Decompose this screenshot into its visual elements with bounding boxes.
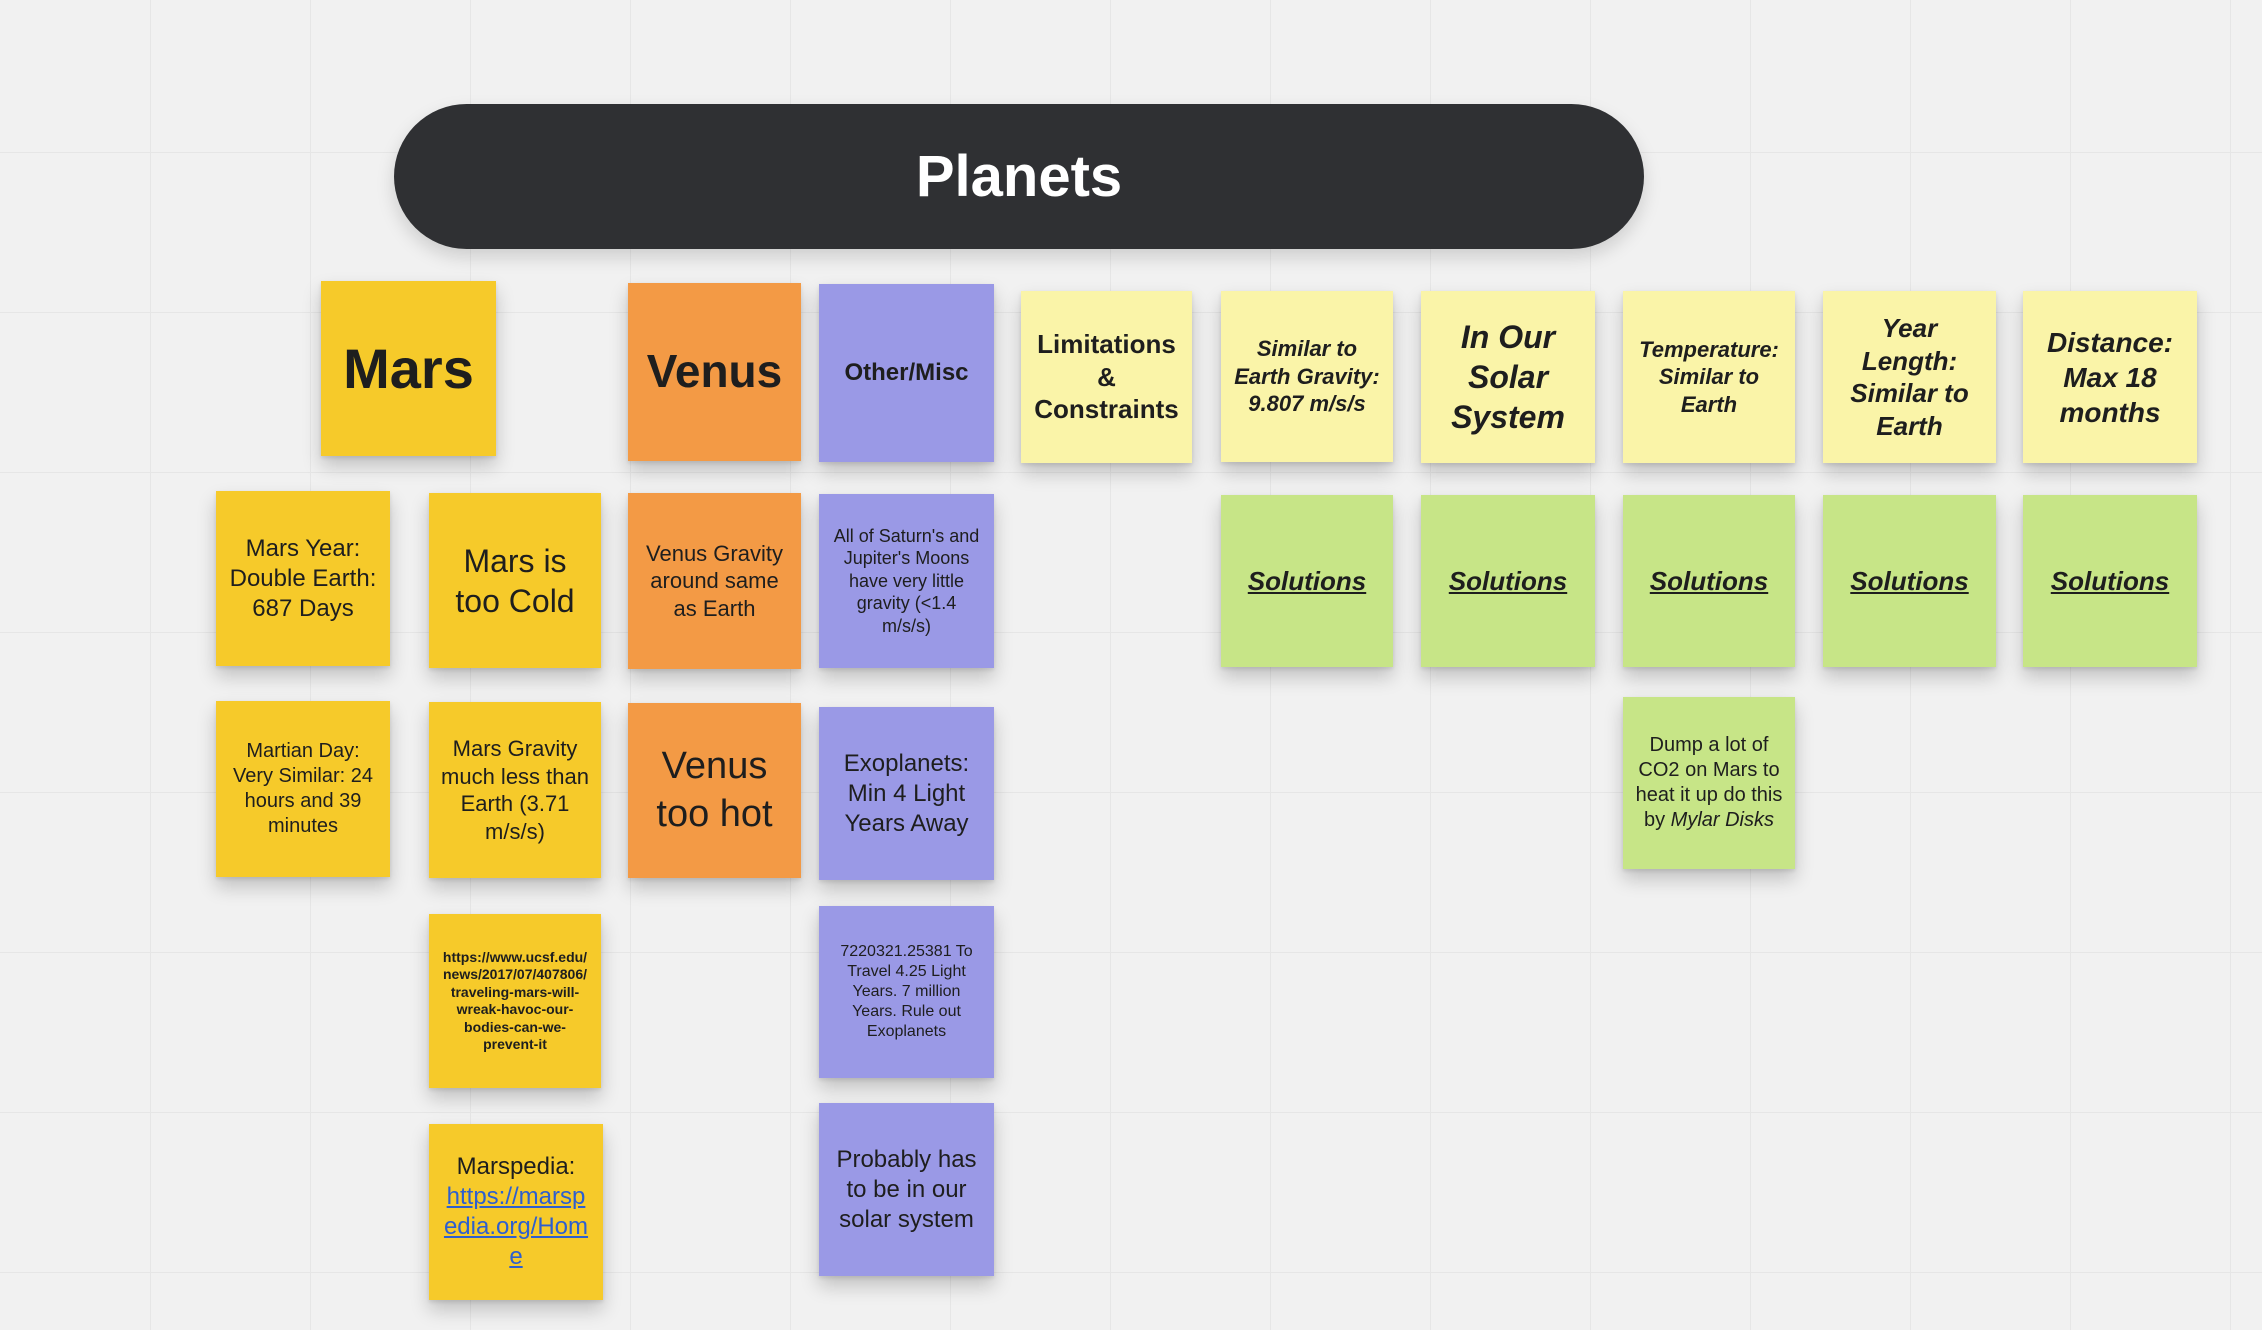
sticky-note-sol-1[interactable]: Solutions (1221, 495, 1393, 667)
sticky-note-text: Martian Day: Very Similar: 24 hours and … (228, 739, 378, 839)
sticky-note-sol-3[interactable]: Solutions (1623, 495, 1795, 667)
sticky-note-year-length[interactable]: Year Length: Similar to Earth (1823, 291, 1996, 463)
sticky-note-sol-2[interactable]: Solutions (1421, 495, 1595, 667)
sticky-note-martian-day[interactable]: Martian Day: Very Similar: 24 hours and … (216, 701, 390, 877)
sticky-note-other-misc[interactable]: Other/Misc (819, 284, 994, 462)
sticky-note-text: Year Length: Similar to Earth (1835, 312, 1984, 442)
sticky-note-text: Mars Gravity much less than Earth (3.71 … (441, 735, 589, 845)
sticky-note-limitations[interactable]: Limitations & Constraints (1021, 291, 1192, 463)
sticky-note-sol-5[interactable]: Solutions (2023, 495, 2197, 667)
sticky-note-temp-similar[interactable]: Temperature: Similar to Earth (1623, 291, 1795, 463)
sticky-note-mars-year[interactable]: Mars Year: Double Earth: 687 Days (216, 491, 390, 666)
sticky-note-text: Venus too hot (640, 743, 789, 838)
sticky-note-mars-gravity[interactable]: Mars Gravity much less than Earth (3.71 … (429, 702, 601, 878)
sticky-note-venus-header[interactable]: Venus (628, 283, 801, 461)
sticky-note-text: Mars Year: Double Earth: 687 Days (228, 534, 378, 624)
board-title-text: Planets (916, 143, 1122, 210)
marspedia-link[interactable]: https://marspedia.org/Home (444, 1183, 588, 1270)
sticky-note-text: Solutions (1433, 565, 1583, 598)
sticky-note-ucsf-link[interactable]: https://www.ucsf.edu/news/2017/07/407806… (429, 914, 601, 1088)
sticky-note-text: Mars (333, 334, 484, 404)
sticky-note-text: 7220321.25381 To Travel 4.25 Light Years… (831, 942, 982, 1042)
sticky-note-mars-header[interactable]: Mars (321, 281, 496, 456)
sticky-note-sol-4[interactable]: Solutions (1823, 495, 1996, 667)
sticky-note-travel-425[interactable]: 7220321.25381 To Travel 4.25 Light Years… (819, 906, 994, 1078)
sticky-note-text: Probably has to be in our solar system (831, 1145, 982, 1235)
sticky-note-text: Solutions (2035, 565, 2185, 598)
sticky-note-text: Dump a lot of CO2 on Mars to heat it up … (1635, 733, 1783, 833)
sticky-note-exoplanets-min[interactable]: Exoplanets: Min 4 Light Years Away (819, 707, 994, 880)
sticky-note-text: Distance: Max 18 months (2035, 325, 2185, 430)
sticky-note-text: Marspedia: https://marspedia.org/Home (441, 1152, 591, 1272)
board-title-pill[interactable]: Planets (394, 104, 1644, 249)
sticky-note-text: Solutions (1635, 565, 1783, 598)
sticky-note-text: All of Saturn's and Jupiter's Moons have… (831, 525, 982, 638)
sticky-note-text: Similar to Earth Gravity: 9.807 m/s/s (1233, 335, 1381, 418)
sticky-note-text: Venus Gravity around same as Earth (640, 540, 789, 623)
sticky-note-venus-gravity[interactable]: Venus Gravity around same as Earth (628, 493, 801, 669)
sticky-note-text: Solutions (1835, 565, 1984, 598)
sticky-note-text: Other/Misc (831, 358, 982, 388)
sticky-note-co2-mylar[interactable]: Dump a lot of CO2 on Mars to heat it up … (1623, 697, 1795, 869)
sticky-note-venus-too-hot[interactable]: Venus too hot (628, 703, 801, 878)
sticky-note-text: Exoplanets: Min 4 Light Years Away (831, 749, 982, 839)
sticky-note-text: Mars is too Cold (441, 541, 589, 621)
sticky-note-marspedia[interactable]: Marspedia: https://marspedia.org/Home (429, 1124, 603, 1300)
sticky-note-probably-solar[interactable]: Probably has to be in our solar system (819, 1103, 994, 1276)
sticky-note-moons-gravity[interactable]: All of Saturn's and Jupiter's Moons have… (819, 494, 994, 668)
sticky-note-similar-gravity[interactable]: Similar to Earth Gravity: 9.807 m/s/s (1221, 291, 1393, 462)
sticky-note-mars-too-cold[interactable]: Mars is too Cold (429, 493, 601, 668)
sticky-note-in-solar-system[interactable]: In Our Solar System (1421, 291, 1595, 463)
sticky-note-text: Solutions (1233, 565, 1381, 598)
sticky-note-text: Venus (640, 343, 789, 401)
sticky-note-text: Temperature: Similar to Earth (1635, 336, 1783, 419)
sticky-note-text: Limitations & Constraints (1033, 328, 1180, 426)
sticky-note-text: In Our Solar System (1433, 317, 1583, 437)
sticky-note-distance-max[interactable]: Distance: Max 18 months (2023, 291, 2197, 463)
sticky-note-text: https://www.ucsf.edu/news/2017/07/407806… (441, 949, 589, 1054)
whiteboard-canvas[interactable]: Planets Mars Venus Other/Misc Limitations &… (0, 0, 2262, 1330)
